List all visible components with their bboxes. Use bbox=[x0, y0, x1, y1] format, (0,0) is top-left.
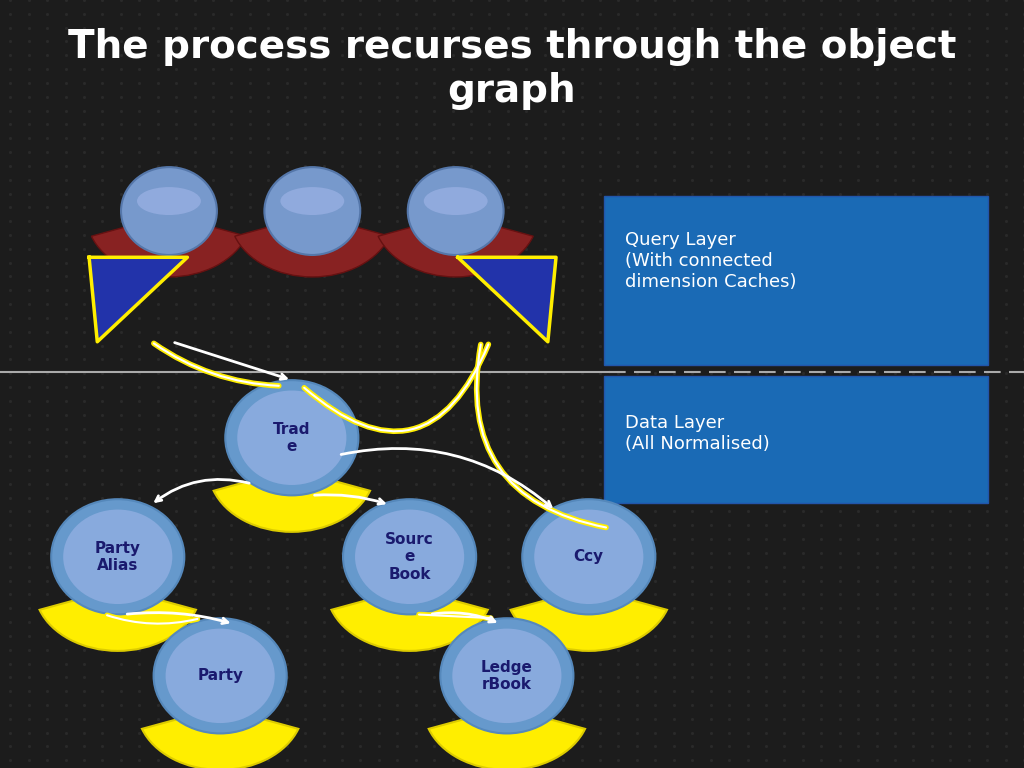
Ellipse shape bbox=[225, 380, 358, 495]
Ellipse shape bbox=[238, 391, 346, 485]
Wedge shape bbox=[91, 215, 247, 277]
Ellipse shape bbox=[230, 385, 353, 491]
Ellipse shape bbox=[527, 504, 650, 610]
Text: Query Layer
(With connected
dimension Caches): Query Layer (With connected dimension Ca… bbox=[625, 231, 796, 291]
Ellipse shape bbox=[408, 167, 504, 255]
Wedge shape bbox=[429, 707, 585, 768]
Ellipse shape bbox=[154, 618, 287, 733]
Text: Ccy: Ccy bbox=[573, 549, 604, 564]
Text: Trad
e: Trad e bbox=[273, 422, 310, 454]
Ellipse shape bbox=[121, 167, 217, 255]
Ellipse shape bbox=[453, 628, 561, 723]
Ellipse shape bbox=[343, 499, 476, 614]
Ellipse shape bbox=[159, 623, 282, 729]
Wedge shape bbox=[40, 588, 196, 650]
Ellipse shape bbox=[281, 187, 344, 215]
Text: Data Layer
(All Normalised): Data Layer (All Normalised) bbox=[625, 414, 769, 453]
Wedge shape bbox=[234, 215, 390, 277]
Wedge shape bbox=[378, 215, 534, 277]
FancyBboxPatch shape bbox=[604, 376, 988, 503]
Ellipse shape bbox=[535, 510, 643, 604]
Ellipse shape bbox=[424, 187, 487, 215]
Ellipse shape bbox=[348, 504, 471, 610]
Polygon shape bbox=[89, 257, 187, 342]
Ellipse shape bbox=[137, 187, 201, 215]
Wedge shape bbox=[511, 588, 667, 650]
Ellipse shape bbox=[51, 499, 184, 614]
Wedge shape bbox=[142, 707, 298, 768]
FancyBboxPatch shape bbox=[604, 196, 988, 365]
Ellipse shape bbox=[522, 499, 655, 614]
Ellipse shape bbox=[355, 510, 464, 604]
Ellipse shape bbox=[445, 623, 568, 729]
Text: Party: Party bbox=[198, 668, 243, 684]
Ellipse shape bbox=[63, 510, 172, 604]
Ellipse shape bbox=[166, 628, 274, 723]
Ellipse shape bbox=[440, 618, 573, 733]
Text: Party
Alias: Party Alias bbox=[95, 541, 140, 573]
Text: Sourc
e
Book: Sourc e Book bbox=[385, 532, 434, 581]
Wedge shape bbox=[332, 588, 487, 650]
Ellipse shape bbox=[264, 167, 360, 255]
Wedge shape bbox=[214, 469, 370, 531]
Text: The process recurses through the object
graph: The process recurses through the object … bbox=[68, 28, 956, 110]
Polygon shape bbox=[458, 257, 556, 342]
Text: Ledge
rBook: Ledge rBook bbox=[481, 660, 532, 692]
Ellipse shape bbox=[56, 504, 179, 610]
